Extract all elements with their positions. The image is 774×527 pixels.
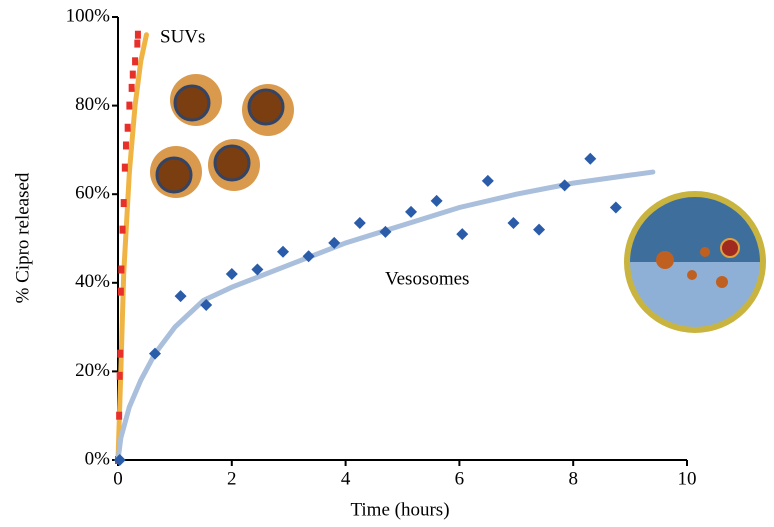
data-point (610, 201, 622, 213)
data-point (117, 350, 123, 358)
data-point (482, 175, 494, 187)
data-point (354, 217, 366, 229)
data-point (116, 412, 122, 420)
data-point (431, 195, 443, 207)
data-point (507, 217, 519, 229)
data-point (118, 266, 124, 274)
fit-curve (118, 172, 653, 460)
data-point (277, 246, 289, 258)
data-point (584, 153, 596, 165)
data-point (114, 454, 126, 466)
x-tick-label: 10 (678, 468, 697, 489)
x-axis-label: Time (hours) (350, 499, 449, 520)
data-point (456, 228, 468, 240)
data-point (559, 179, 571, 191)
chart: Time (hours) % Cipro released 0%20%40%60… (0, 0, 774, 527)
y-tick-label: 60% (75, 183, 110, 204)
data-point (226, 268, 238, 280)
y-tick-label: 40% (75, 271, 110, 292)
x-tick-label: 6 (455, 468, 465, 489)
x-tick-label: 2 (227, 468, 237, 489)
data-point (120, 226, 126, 234)
x-tick-label: 8 (568, 468, 578, 489)
data-point (405, 206, 417, 218)
data-point (132, 57, 138, 65)
data-point (533, 224, 545, 236)
y-tick-label: 100% (66, 5, 111, 26)
data-point (121, 199, 127, 207)
data-point (135, 31, 141, 39)
y-tick-label: 80% (75, 94, 110, 115)
data-point (122, 164, 128, 172)
data-point (117, 372, 123, 380)
series-label: Vesosomes (385, 268, 469, 289)
vesosome-icon (627, 194, 763, 330)
data-point (130, 71, 136, 79)
y-tick-label: 20% (75, 360, 110, 381)
y-axis-label: % Cipro released (12, 172, 33, 303)
x-tick-label: 0 (113, 468, 123, 489)
data-point (126, 102, 132, 110)
x-tick-label: 4 (341, 468, 351, 489)
data-point (123, 141, 129, 149)
data-point (118, 288, 124, 296)
data-point (175, 290, 187, 302)
data-point (129, 84, 135, 92)
suv-icons (150, 74, 294, 198)
series-label: SUVs (160, 26, 205, 47)
data-point (125, 124, 131, 132)
data-point (134, 40, 140, 48)
y-tick-label: 0% (85, 448, 111, 469)
